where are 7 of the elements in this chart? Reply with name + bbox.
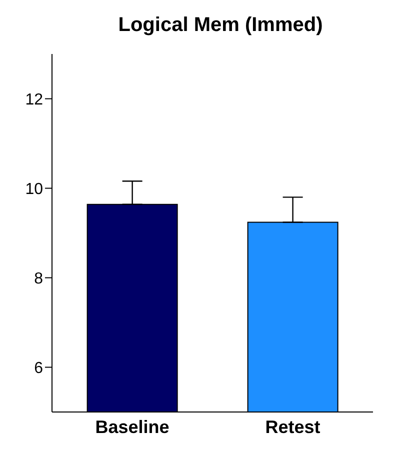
chart-title: Logical Mem (Immed) bbox=[117, 13, 324, 38]
y-tick-label: 8 bbox=[34, 270, 44, 288]
x-tick-label: Retest bbox=[265, 416, 320, 437]
y-tick-label: 10 bbox=[25, 180, 44, 198]
y-tick-label: 12 bbox=[25, 91, 44, 108]
x-tick-label: Baseline bbox=[95, 416, 170, 437]
y-tick-label: 6 bbox=[34, 360, 44, 377]
